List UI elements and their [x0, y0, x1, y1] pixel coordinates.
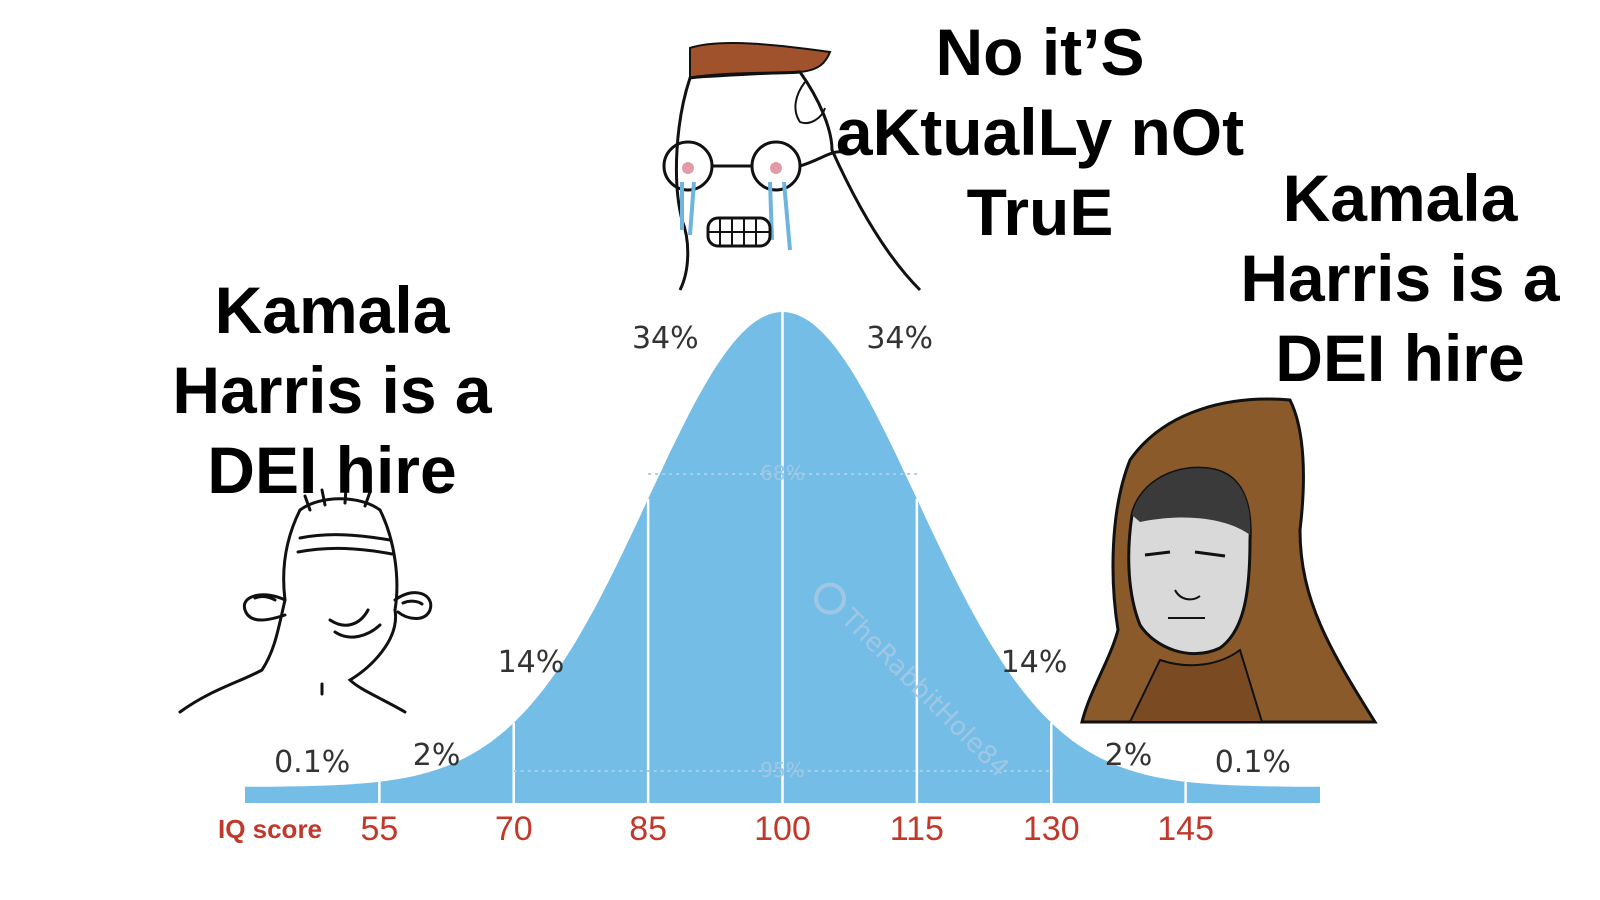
x-tick-label: 145: [1157, 810, 1214, 848]
watermark-icon: [814, 582, 846, 615]
left-caption-line: Harris is a: [172, 353, 492, 427]
middle-caption-line: TruE: [966, 175, 1114, 249]
left-caption-line: DEI hire: [207, 433, 457, 507]
middle-caption-line: No it’S: [935, 15, 1145, 89]
x-tick-label: 100: [754, 810, 811, 848]
right-caption: Kamala Harris is a DEI hire: [1240, 158, 1560, 398]
middle-caption: No it’S aKtualLy nOt TruE: [830, 12, 1250, 252]
region-percent-label: 2%: [413, 738, 461, 773]
region-percent-label: 14%: [1001, 645, 1068, 680]
region-percent-label: 2%: [1105, 738, 1153, 773]
right-caption-line: Harris is a: [1240, 241, 1560, 315]
two-sd-label: 95%: [760, 758, 804, 782]
x-tick-label: 55: [360, 810, 398, 848]
left-caption-line: Kamala: [214, 273, 450, 347]
region-percent-label: 34%: [866, 321, 933, 356]
x-tick-label: 70: [495, 810, 533, 848]
left-caption: Kamala Harris is a DEI hire: [172, 270, 492, 510]
x-tick-label: 115: [890, 810, 944, 848]
region-percent-label: 0.1%: [274, 745, 350, 780]
x-tick-label: 130: [1023, 810, 1080, 848]
smiling-wojak-icon: [178, 486, 433, 714]
region-percent-label: 0.1%: [1215, 745, 1291, 780]
x-tick-label: 85: [629, 810, 667, 848]
x-axis-title: IQ score: [218, 814, 322, 844]
right-caption-line: Kamala: [1282, 161, 1518, 235]
one-sd-label: 68%: [760, 461, 804, 485]
region-percent-label: 14%: [498, 645, 565, 680]
hooded-doomer-icon: [1080, 397, 1378, 724]
region-percent-label: 34%: [632, 321, 699, 356]
middle-caption-line: aKtualLy nOt: [835, 95, 1245, 169]
crying-nerd-wojak-icon: [662, 42, 922, 292]
right-caption-line: DEI hire: [1275, 321, 1525, 395]
